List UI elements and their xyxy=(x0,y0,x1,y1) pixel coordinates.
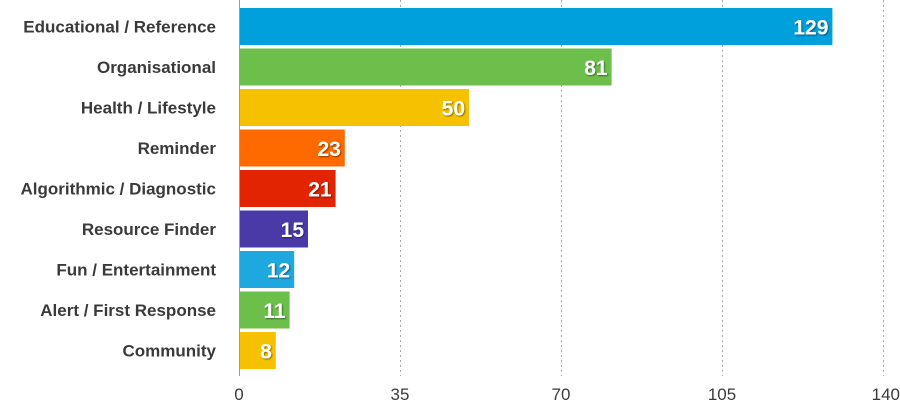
bar xyxy=(240,210,308,248)
category-label: Health / Lifestyle xyxy=(81,99,216,118)
bar xyxy=(240,129,345,167)
data-label: 8 xyxy=(260,341,272,364)
data-label: 81 xyxy=(584,57,608,80)
x-tick-label: 35 xyxy=(391,385,410,403)
bar xyxy=(240,170,336,207)
category-label: Community xyxy=(123,342,217,361)
category-label: Algorithmic / Diagnostic xyxy=(20,180,216,199)
bar xyxy=(240,48,612,86)
data-label: 15 xyxy=(281,219,305,242)
data-label: 129 xyxy=(793,17,828,40)
bar xyxy=(240,251,295,288)
data-label: 11 xyxy=(263,300,286,323)
category-label: Reminder xyxy=(138,139,217,158)
category-label: Fun / Entertainment xyxy=(56,261,216,280)
category-label: Resource Finder xyxy=(82,220,217,239)
data-label: 12 xyxy=(267,260,290,283)
x-tick-label: 105 xyxy=(708,385,736,403)
category-labels: Educational / Reference Organisational Hea… xyxy=(20,18,216,361)
x-tick-label: 140 xyxy=(872,385,900,403)
x-tick-label: 70 xyxy=(552,385,571,403)
bar xyxy=(240,89,469,126)
data-label: 23 xyxy=(317,138,340,161)
bar xyxy=(240,332,276,369)
bars xyxy=(240,8,833,369)
data-label: 50 xyxy=(442,98,465,121)
x-tick-label: 0 xyxy=(234,385,243,403)
x-axis-ticks: 0 35 70 105 140 xyxy=(234,385,900,404)
bar xyxy=(240,8,833,45)
category-label: Organisational xyxy=(97,58,216,77)
bar xyxy=(240,291,290,329)
data-label: 21 xyxy=(308,179,332,202)
category-label: Educational / Reference xyxy=(23,18,216,37)
category-label: Alert / First Response xyxy=(40,301,216,320)
